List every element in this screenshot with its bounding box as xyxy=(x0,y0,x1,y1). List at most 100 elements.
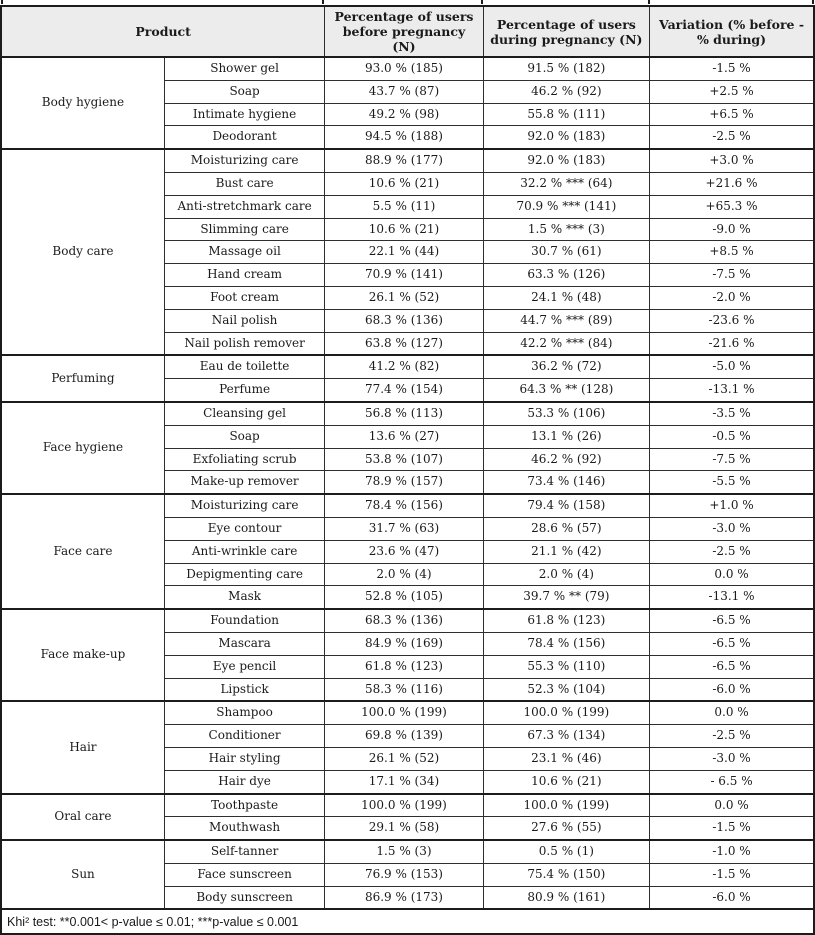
product-cell: Massage oil xyxy=(163,240,326,265)
category-cell: Perfuming xyxy=(0,354,165,403)
during-cell: 80.9 % (161) xyxy=(482,885,651,910)
variation-cell: -5.0 % xyxy=(649,354,815,380)
category-cell: Face care xyxy=(0,493,165,610)
table-row: Mascara 84.9 % (169) 78.4 % (156) -6.5 % xyxy=(1,631,815,656)
variation-cell: +2.5 % xyxy=(649,79,815,104)
during-cell: 91.5 % (182) xyxy=(482,55,651,81)
before-cell: 77.4 % (154) xyxy=(324,378,484,403)
top-crop-ticks xyxy=(0,0,815,5)
footnote-row: Khi² test: **0.001< p-value ≤ 0.01; ***p… xyxy=(0,908,815,935)
product-cell: Nail polish xyxy=(163,308,326,333)
category-cell: Sun xyxy=(0,839,165,910)
before-cell: 31.7 % (63) xyxy=(324,516,484,541)
before-cell: 17.1 % (34) xyxy=(324,769,484,795)
before-cell: 68.3 % (136) xyxy=(324,608,484,633)
table-row: Massage oil 22.1 % (44) 30.7 % (61) +8.5 % xyxy=(1,240,815,265)
table-row: Face hygiene Cleansing gel 56.8 % (113) 53.… xyxy=(0,400,815,495)
table-row: Eye pencil 61.8 % (123) 55.3 % (110) -6.5 % xyxy=(1,654,815,679)
before-cell: 1.5 % (3) xyxy=(324,839,484,864)
before-cell: 70.9 % (141) xyxy=(324,263,484,287)
category-cell: Face hygiene xyxy=(0,400,165,495)
variation-cell: -0.5 % xyxy=(649,424,815,449)
before-cell: 22.1 % (44) xyxy=(324,240,484,265)
table-row: Bust care 10.6 % (21) 32.2 % *** (64) +21.6… xyxy=(1,171,815,196)
variation-cell: +65.3 % xyxy=(649,194,815,219)
during-cell: 100.0 % (199) xyxy=(482,792,651,818)
variation-cell: +1.0 % xyxy=(649,493,815,518)
during-cell: 42.2 % *** (84) xyxy=(482,331,651,356)
during-cell: 1.5 % *** (3) xyxy=(482,217,651,242)
table-body: Body hygiene Shower gel 93.0 % (185) 91.5 %… xyxy=(0,55,815,910)
product-cell: Anti-wrinkle care xyxy=(163,539,326,564)
variation-cell: -7.5 % xyxy=(649,447,815,472)
table-row: Anti-wrinkle care 23.6 % (47) 21.1 % (42) -… xyxy=(1,539,815,564)
table-row: Oral care Toothpaste 100.0 % (199) 100.0 % … xyxy=(0,792,815,841)
product-cell: Mask xyxy=(163,585,326,610)
table-row: Hair Shampoo 100.0 % (199) 100.0 % (199) 0.0… xyxy=(0,700,815,795)
during-cell: 32.2 % *** (64) xyxy=(482,171,651,196)
before-cell: 29.1 % (58) xyxy=(324,816,484,841)
before-cell: 78.9 % (157) xyxy=(324,470,484,495)
col-header-variation: Variation (% before - % during) xyxy=(649,5,815,58)
crop-tick xyxy=(322,0,324,4)
product-cell: Perfume xyxy=(163,378,326,403)
table-row: Hand cream 70.9 % (141) 63.3 % (126) -7.5 % xyxy=(1,263,815,287)
category-cell: Oral care xyxy=(0,792,165,841)
col-header-before: Percentage of users before pregnancy (N) xyxy=(324,5,484,58)
table-row: Face care Moisturizing care 78.4 % (156) 79… xyxy=(0,493,815,610)
variation-cell: -6.5 % xyxy=(649,631,815,656)
table-row: Slimming care 10.6 % (21) 1.5 % *** (3) -9.… xyxy=(1,217,815,242)
variation-cell: -21.6 % xyxy=(649,331,815,356)
table-row: Nail polish 68.3 % (136) 44.7 % *** (89) -2… xyxy=(1,308,815,333)
header-row: Product Percentage of users before pregn… xyxy=(0,5,815,58)
variation-cell: -7.5 % xyxy=(649,263,815,287)
before-cell: 26.1 % (52) xyxy=(324,746,484,771)
before-cell: 61.8 % (123) xyxy=(324,654,484,679)
before-cell: 63.8 % (127) xyxy=(324,331,484,356)
variation-cell: +6.5 % xyxy=(649,102,815,127)
crop-tick xyxy=(812,0,814,4)
variation-cell: -1.0 % xyxy=(649,839,815,864)
col-header-product: Product xyxy=(0,5,326,58)
table-row: Depigmenting care 2.0 % (4) 2.0 % (4) 0.0 % xyxy=(1,562,815,587)
during-cell: 100.0 % (199) xyxy=(482,700,651,726)
variation-cell: -13.1 % xyxy=(649,585,815,610)
variation-cell: 0.0 % xyxy=(649,700,815,726)
variation-cell: +3.0 % xyxy=(649,148,815,173)
during-cell: 28.6 % (57) xyxy=(482,516,651,541)
product-cell: Foundation xyxy=(163,608,326,633)
product-cell: Slimming care xyxy=(163,217,326,242)
product-cell: Hand cream xyxy=(163,263,326,287)
before-cell: 13.6 % (27) xyxy=(324,424,484,449)
variation-cell: -3.5 % xyxy=(649,400,815,426)
before-cell: 93.0 % (185) xyxy=(324,55,484,81)
product-cell: Hair styling xyxy=(163,746,326,771)
product-cell: Eye pencil xyxy=(163,654,326,679)
product-cell: Intimate hygiene xyxy=(163,102,326,127)
table-row: Conditioner 69.8 % (139) 67.3 % (134) -2.5 … xyxy=(1,724,815,748)
during-cell: 67.3 % (134) xyxy=(482,724,651,748)
during-cell: 2.0 % (4) xyxy=(482,562,651,587)
during-cell: 73.4 % (146) xyxy=(482,470,651,495)
product-cell: Bust care xyxy=(163,171,326,196)
before-cell: 94.5 % (188) xyxy=(324,125,484,150)
before-cell: 49.2 % (98) xyxy=(324,102,484,127)
during-cell: 21.1 % (42) xyxy=(482,539,651,564)
variation-cell: -1.5 % xyxy=(649,816,815,841)
before-cell: 58.3 % (116) xyxy=(324,677,484,702)
variation-cell: -13.1 % xyxy=(649,378,815,403)
during-cell: 78.4 % (156) xyxy=(482,631,651,656)
during-cell: 27.6 % (55) xyxy=(482,816,651,841)
before-cell: 88.9 % (177) xyxy=(324,148,484,173)
during-cell: 63.3 % (126) xyxy=(482,263,651,287)
before-cell: 43.7 % (87) xyxy=(324,79,484,104)
during-cell: 23.1 % (46) xyxy=(482,746,651,771)
before-cell: 68.3 % (136) xyxy=(324,308,484,333)
product-cell: Mouthwash xyxy=(163,816,326,841)
table-row: Body care Moisturizing care 88.9 % (177) 92… xyxy=(0,148,815,356)
during-cell: 55.3 % (110) xyxy=(482,654,651,679)
variation-cell: -2.5 % xyxy=(649,125,815,150)
product-cell: Hair dye xyxy=(163,769,326,795)
before-cell: 69.8 % (139) xyxy=(324,724,484,748)
category-cell: Hair xyxy=(0,700,165,795)
